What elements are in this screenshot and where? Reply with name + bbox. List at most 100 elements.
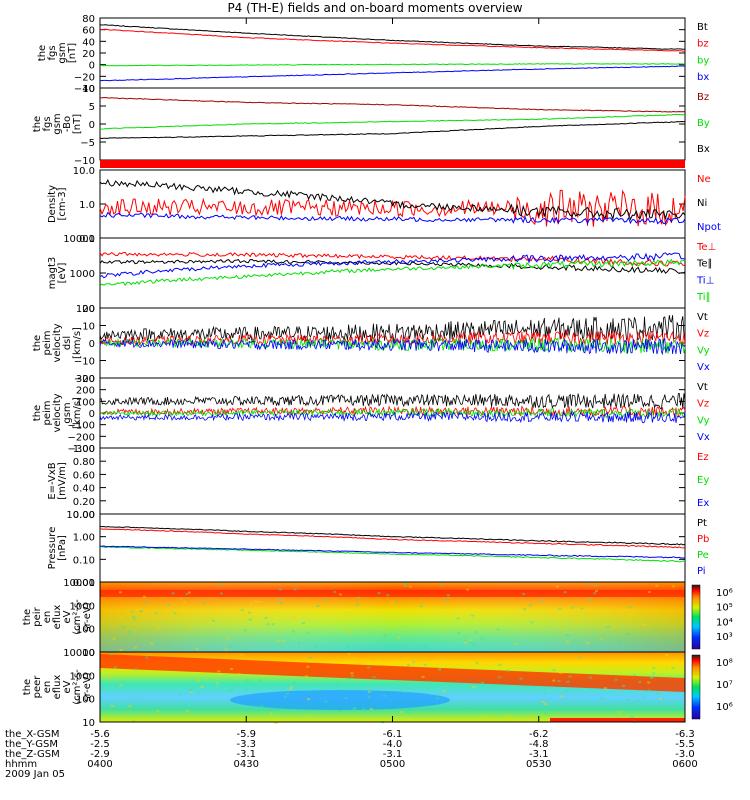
- y-axis-label-line: the: [22, 679, 33, 695]
- y-axis-label-line: gsm: [52, 113, 63, 134]
- spectrogram-speckle: [541, 700, 545, 703]
- y-tick-label: 0: [89, 339, 95, 350]
- panel-9: 10000 1000 100 10 thepeirenefluxeV(cm²-s-sr-…: [22, 578, 733, 659]
- footer-value: -5.5: [675, 739, 695, 750]
- spectrogram-speckle: [585, 582, 589, 585]
- y-tick-label: 10000: [63, 648, 95, 659]
- y-axis-label-line: [nT]: [67, 43, 78, 63]
- spectrogram-speckle: [655, 584, 659, 587]
- legend-Vz: Vz: [697, 399, 709, 410]
- spectrogram-speckle: [127, 630, 131, 633]
- spectrogram-speckle: [483, 714, 487, 717]
- spectrogram-speckle: [227, 689, 231, 692]
- spectrogram-speckle: [361, 707, 365, 710]
- spectrogram-speckle: [622, 684, 626, 687]
- spectrogram-speckle: [187, 626, 191, 629]
- spectrogram-speckle: [130, 610, 134, 613]
- spectrogram-speckle: [289, 687, 293, 690]
- legend-Te∥: Te∥: [696, 259, 713, 270]
- series-line-by: [100, 63, 686, 67]
- spectrogram-speckle: [217, 670, 221, 673]
- spectrogram-speckle: [260, 705, 264, 708]
- spectrogram-speckle: [266, 623, 270, 626]
- spectrogram-speckle: [346, 645, 350, 648]
- spectrogram-speckle: [119, 684, 123, 687]
- y-axis-label: thefgsgsm[nT]: [37, 42, 78, 63]
- legend-Vt: Vt: [697, 312, 708, 323]
- y-tick-label: 0: [89, 409, 95, 420]
- spectrogram-speckle: [179, 693, 183, 696]
- series-line-Pt: [99, 525, 686, 546]
- spectrogram-speckle: [348, 631, 352, 634]
- spectrogram-speckle: [594, 590, 598, 593]
- spectrogram-speckle: [338, 710, 342, 713]
- spectrogram-speckle: [243, 629, 247, 632]
- spectrogram-speckle: [403, 584, 407, 587]
- spectrogram-speckle: [377, 592, 381, 595]
- y-tick-label: 0.80: [73, 457, 95, 468]
- spectrogram-speckle: [584, 607, 588, 610]
- legend-Ni: Ni: [697, 198, 707, 209]
- spectrogram-speckle: [306, 631, 310, 634]
- panel-frame: [99, 17, 686, 89]
- y-tick-label: 100: [76, 625, 95, 636]
- y-axis-label-line: [nT]: [72, 114, 83, 134]
- y-tick-label: 40: [82, 37, 95, 48]
- spectrogram-speckle: [437, 668, 441, 671]
- spectrogram-speckle: [406, 711, 410, 714]
- y-tick-label: 5: [89, 102, 95, 113]
- y-axis-label-line: the: [37, 45, 48, 61]
- y-axis-label-line: eflux: [52, 675, 63, 700]
- y-axis-label-line: fgs: [42, 116, 53, 131]
- spectrogram-speckle: [110, 653, 114, 656]
- spectrogram-speckle: [372, 676, 376, 679]
- spectrogram-speckle: [155, 642, 159, 645]
- spectrogram-speckle: [666, 641, 670, 644]
- spectrogram-speckle: [403, 582, 407, 585]
- spectrogram-speckle: [498, 663, 502, 666]
- spectrogram-speckle: [198, 692, 202, 695]
- spectrogram-speckle: [438, 666, 442, 669]
- legend-Npot: Npot: [697, 222, 721, 233]
- spectrogram-speckle: [156, 709, 160, 712]
- spectrogram-speckle: [229, 644, 233, 647]
- spectrogram-speckle: [505, 718, 509, 721]
- footer-value: -3.1: [529, 749, 549, 760]
- spectrogram-speckle: [249, 602, 253, 605]
- y-axis-label-line: (cm²-s-: [72, 599, 83, 635]
- spectrogram-speckle: [544, 712, 548, 715]
- spectrogram-speckle: [655, 692, 659, 695]
- y-tick-label: 0.20: [73, 497, 95, 508]
- spectrogram-speckle: [235, 683, 239, 686]
- y-tick-label: 0: [89, 120, 95, 131]
- y-axis-label-line: [km/s]: [72, 327, 83, 359]
- spectrogram-speckle: [324, 598, 328, 601]
- y-axis-label-line: -Bo: [62, 116, 73, 132]
- spectrogram-speckle: [630, 716, 634, 719]
- spectrogram-speckle: [132, 616, 136, 619]
- legend-By: By: [697, 118, 710, 129]
- spectrogram-speckle: [555, 709, 559, 712]
- spectrogram-speckle: [593, 592, 597, 595]
- spectrogram-speckle: [145, 656, 149, 659]
- y-axis-label-line: gsm: [57, 42, 68, 63]
- spectrogram-speckle: [343, 688, 347, 691]
- spectrogram-speckle: [557, 680, 561, 683]
- spectrogram-speckle: [133, 646, 137, 649]
- spectrogram-speckle: [597, 660, 601, 663]
- y-axis-label-line: E=-VxB: [47, 462, 58, 499]
- legend-Vy: Vy: [697, 345, 710, 356]
- colorbar: [691, 654, 701, 720]
- y-tick-label: −200: [68, 432, 95, 443]
- spectrogram-speckle: [558, 607, 562, 610]
- spectrogram-speckle: [508, 714, 512, 717]
- spectrogram-speckle: [171, 592, 175, 595]
- spectrogram-speckle: [498, 676, 502, 679]
- spectrogram-speckle: [600, 697, 604, 700]
- spectrogram-speckle: [642, 623, 646, 626]
- y-tick-label: 10000: [63, 578, 95, 589]
- y-axis-label-line: velocity: [52, 323, 63, 362]
